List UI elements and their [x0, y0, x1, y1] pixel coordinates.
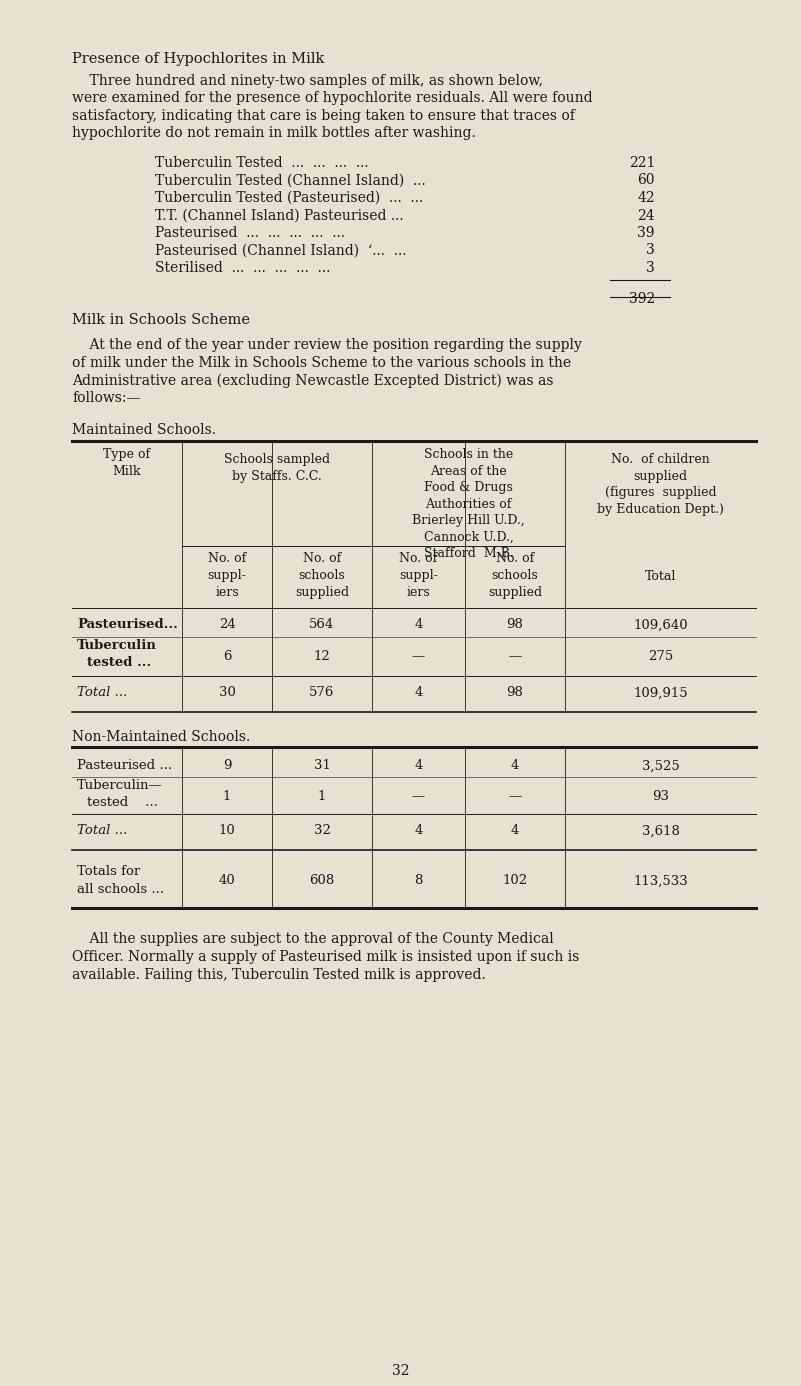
Text: 98: 98 — [506, 618, 523, 632]
Text: 608: 608 — [309, 875, 335, 887]
Text: 39: 39 — [638, 226, 655, 240]
Text: tested ...: tested ... — [87, 657, 151, 669]
Text: —: — — [509, 790, 521, 802]
Text: —: — — [509, 650, 521, 663]
Text: Tuberculin Tested  ...  ...  ...  ...: Tuberculin Tested ... ... ... ... — [155, 157, 368, 170]
Text: T.T. (Channel Island) Pasteurised ...: T.T. (Channel Island) Pasteurised ... — [155, 208, 404, 223]
Text: No. of
schools
supplied: No. of schools supplied — [295, 553, 349, 600]
Text: 1: 1 — [318, 790, 326, 802]
Text: All the supplies are subject to the approval of the County Medical: All the supplies are subject to the appr… — [72, 933, 553, 947]
Text: Three hundred and ninety-two samples of milk, as shown below,: Three hundred and ninety-two samples of … — [72, 73, 543, 87]
Text: 102: 102 — [502, 875, 528, 887]
Text: Tuberculin: Tuberculin — [77, 639, 157, 653]
Text: Presence of Hypochlorites in Milk: Presence of Hypochlorites in Milk — [72, 53, 324, 67]
Text: 4: 4 — [511, 825, 519, 837]
Text: satisfactory, indicating that care is being taken to ensure that traces of: satisfactory, indicating that care is be… — [72, 109, 575, 123]
Text: At the end of the year under review the position regarding the supply: At the end of the year under review the … — [72, 338, 582, 352]
Text: Pasteurised  ...  ...  ...  ...  ...: Pasteurised ... ... ... ... ... — [155, 226, 345, 240]
Text: 60: 60 — [638, 173, 655, 187]
Text: 40: 40 — [219, 875, 235, 887]
Text: —: — — [412, 790, 425, 802]
Text: Non-Maintained Schools.: Non-Maintained Schools. — [72, 730, 250, 744]
Text: 31: 31 — [313, 760, 331, 772]
Text: 32: 32 — [313, 825, 331, 837]
Text: 392: 392 — [629, 292, 655, 306]
Text: 109,640: 109,640 — [633, 618, 688, 632]
Text: 1: 1 — [223, 790, 231, 802]
Text: 221: 221 — [629, 157, 655, 170]
Text: hypochlorite do not remain in milk bottles after washing.: hypochlorite do not remain in milk bottl… — [72, 126, 476, 140]
Text: 9: 9 — [223, 760, 231, 772]
Text: follows:—: follows:— — [72, 391, 140, 405]
Text: Officer. Normally a supply of Pasteurised milk is insisted upon if such is: Officer. Normally a supply of Pasteurise… — [72, 949, 579, 965]
Text: 3,618: 3,618 — [642, 825, 679, 837]
Text: Sterilised  ...  ...  ...  ...  ...: Sterilised ... ... ... ... ... — [155, 261, 330, 274]
Text: of milk under the Milk in Schools Scheme to the various schools in the: of milk under the Milk in Schools Scheme… — [72, 356, 571, 370]
Text: 3,525: 3,525 — [642, 760, 679, 772]
Text: Administrative area (excluding Newcastle Excepted District) was as: Administrative area (excluding Newcastle… — [72, 373, 553, 388]
Text: 98: 98 — [506, 686, 523, 700]
Text: 109,915: 109,915 — [633, 686, 688, 700]
Text: 275: 275 — [648, 650, 673, 663]
Text: 4: 4 — [511, 760, 519, 772]
Text: Schools in the
Areas of the
Food & Drugs
Authorities of
Brierley Hill U.D.,
Cann: Schools in the Areas of the Food & Drugs… — [413, 449, 525, 560]
Text: 564: 564 — [309, 618, 335, 632]
Text: Milk in Schools Scheme: Milk in Schools Scheme — [72, 313, 250, 327]
Text: 12: 12 — [314, 650, 330, 663]
Text: Pasteurised ...: Pasteurised ... — [77, 760, 172, 772]
Text: Maintained Schools.: Maintained Schools. — [72, 424, 216, 438]
Text: tested    ...: tested ... — [87, 797, 158, 809]
Text: 24: 24 — [219, 618, 235, 632]
Text: 8: 8 — [414, 875, 423, 887]
Text: 4: 4 — [414, 760, 423, 772]
Text: No. of
schools
supplied: No. of schools supplied — [488, 553, 542, 600]
Text: —: — — [412, 650, 425, 663]
Text: 576: 576 — [309, 686, 335, 700]
Text: 42: 42 — [638, 191, 655, 205]
Text: Totals for: Totals for — [77, 865, 140, 879]
Text: Schools sampled
by Staffs. C.C.: Schools sampled by Staffs. C.C. — [224, 453, 330, 484]
Text: 24: 24 — [638, 208, 655, 223]
Text: 4: 4 — [414, 825, 423, 837]
Text: Total ...: Total ... — [77, 686, 127, 700]
Text: Total ...: Total ... — [77, 825, 127, 837]
Text: 4: 4 — [414, 618, 423, 632]
Text: No.  of children
supplied
(figures  supplied
by Education Dept.): No. of children supplied (figures suppli… — [597, 453, 724, 516]
Text: Pasteurised...: Pasteurised... — [77, 618, 178, 632]
Text: Type of
Milk: Type of Milk — [103, 449, 151, 478]
Text: 6: 6 — [223, 650, 231, 663]
Text: Tuberculin Tested (Pasteurised)  ...  ...: Tuberculin Tested (Pasteurised) ... ... — [155, 191, 423, 205]
Text: 4: 4 — [414, 686, 423, 700]
Text: available. Failing this, Tuberculin Tested milk is approved.: available. Failing this, Tuberculin Test… — [72, 967, 485, 981]
Text: No. of
suppl-
iers: No. of suppl- iers — [399, 553, 438, 600]
Text: 113,533: 113,533 — [633, 875, 688, 887]
Text: 30: 30 — [219, 686, 235, 700]
Text: 3: 3 — [646, 261, 655, 274]
Text: 3: 3 — [646, 244, 655, 258]
Text: 10: 10 — [219, 825, 235, 837]
Text: 32: 32 — [392, 1364, 409, 1378]
Text: were examined for the presence of hypochlorite residuals. All were found: were examined for the presence of hypoch… — [72, 91, 593, 105]
Text: Tuberculin—: Tuberculin— — [77, 779, 163, 793]
Text: 93: 93 — [652, 790, 669, 802]
Text: Tuberculin Tested (Channel Island)  ...: Tuberculin Tested (Channel Island) ... — [155, 173, 426, 187]
Text: Total: Total — [645, 571, 676, 584]
Text: No. of
suppl-
iers: No. of suppl- iers — [207, 553, 247, 600]
Text: all schools ...: all schools ... — [77, 883, 164, 897]
Text: Pasteurised (Channel Island)  ‘...  ...: Pasteurised (Channel Island) ‘... ... — [155, 244, 406, 258]
